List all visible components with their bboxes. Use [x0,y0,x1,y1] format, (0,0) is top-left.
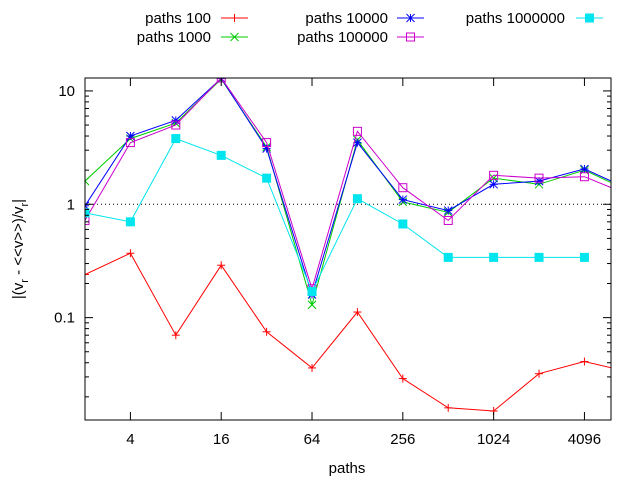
legend-label: paths 1000000 [466,10,565,27]
data-point [171,331,180,340]
x-tick-label: 256 [390,431,415,448]
y-tick-label: 0.1 [54,310,75,327]
data-point [171,134,181,144]
series-layer [85,78,634,416]
series-paths-10000 [85,78,634,299]
data-point [443,252,453,262]
data-point [398,183,408,193]
data-point [85,176,90,186]
legend-item: paths 10000 [305,10,424,27]
data-point [626,368,634,376]
data-point [580,357,589,366]
data-point [585,13,594,23]
series-paths-100000 [85,78,634,294]
data-point [85,270,89,279]
legend-item: paths 1000000 [466,10,603,27]
series-paths-1000 [85,78,634,310]
data-point [398,195,408,204]
legend-label: paths 100000 [297,29,388,46]
data-point [307,287,317,297]
series-line [85,78,611,297]
data-point [217,261,226,270]
data-point [398,219,408,229]
legend: paths 100 paths 1000 paths 10000 paths 1000… [137,10,603,46]
legend-item: paths 1000 [137,29,248,46]
data-point [85,215,90,225]
data-point [352,126,362,136]
data-point [262,327,271,336]
x-tick-label: 4 [126,431,134,448]
series-line [85,78,611,307]
data-point [534,252,544,262]
svg-text:|(vr - <<v>>)/vr|: |(vr - <<v>>)/vr| [10,199,31,299]
data-point [262,138,272,148]
series-line [85,137,585,293]
data-point [626,185,634,193]
data-point [489,179,498,189]
x-tick-label: 1024 [477,431,510,448]
data-point [626,187,634,195]
x-tick-label: 4096 [568,431,601,448]
data-point [489,252,499,262]
y-tick-label: 1 [67,196,75,213]
data-point [307,300,317,310]
legend-item: paths 100000 [297,29,424,46]
data-point [262,173,272,183]
data-point [489,170,499,180]
data-point [352,194,362,204]
x-tick-label: 64 [304,431,321,448]
data-point [580,164,589,174]
data-point [230,14,239,22]
data-point [230,32,239,42]
series-paths-100 [85,249,634,416]
data-point [308,363,317,372]
data-point [126,249,135,258]
legend-item: paths 100 [145,10,248,27]
x-tick-label: 16 [213,431,230,448]
data-point [398,374,407,383]
data-point [534,173,544,183]
data-point [85,208,90,218]
y-tick-label: 10 [58,83,75,100]
data-point [444,403,453,412]
series-line [85,78,611,291]
y-axis-label: |(vr - <<v>>)/vr| [10,199,31,299]
series-paths-1000000 [85,134,589,297]
data-point [125,217,135,227]
data-point [216,150,226,160]
data-point [443,215,453,225]
data-point [443,206,453,215]
data-point [125,138,135,148]
legend-label: paths 1000 [137,29,211,46]
series-line [85,252,611,412]
data-point [406,32,415,42]
data-point [535,369,544,378]
legend-label: paths 100 [145,10,211,27]
tick-layer: 4 16 64 256 1024 4096 0.1 1 10 [54,78,611,448]
x-axis-label: paths [329,460,366,477]
data-point [353,308,362,317]
data-point [579,172,589,182]
data-point [626,191,634,199]
data-point [171,120,181,130]
data-point [406,13,415,23]
legend-label: paths 10000 [305,10,388,27]
data-point [171,115,181,125]
data-point [579,252,589,262]
